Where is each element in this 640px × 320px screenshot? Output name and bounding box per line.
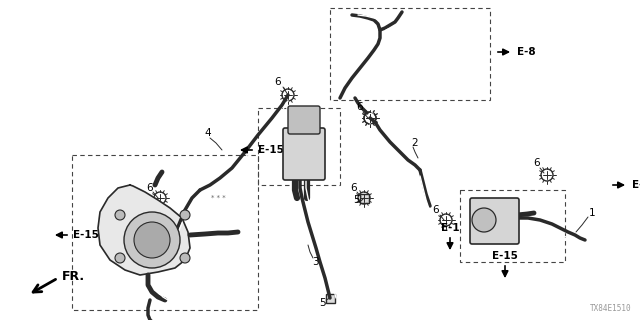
Text: 1: 1 <box>589 208 595 218</box>
Text: 6: 6 <box>534 158 540 168</box>
Bar <box>460 190 565 262</box>
Circle shape <box>124 212 180 268</box>
Circle shape <box>472 208 496 232</box>
Circle shape <box>180 210 190 220</box>
Text: 6: 6 <box>275 77 282 87</box>
Polygon shape <box>98 185 190 275</box>
Circle shape <box>115 210 125 220</box>
Text: 6: 6 <box>433 205 439 215</box>
Bar <box>330 8 490 100</box>
Circle shape <box>115 253 125 263</box>
Text: TX84E1510: TX84E1510 <box>590 304 632 313</box>
Text: 2: 2 <box>412 138 419 148</box>
Bar <box>326 294 335 303</box>
Text: E-15: E-15 <box>492 251 518 261</box>
FancyBboxPatch shape <box>470 198 519 244</box>
Text: E-15: E-15 <box>258 145 284 155</box>
Text: FR.: FR. <box>62 269 85 283</box>
Text: E-8: E-8 <box>517 47 536 57</box>
Bar <box>258 108 340 185</box>
Text: 3: 3 <box>312 257 318 267</box>
FancyBboxPatch shape <box>288 106 320 134</box>
Circle shape <box>180 253 190 263</box>
Text: 5: 5 <box>353 195 359 205</box>
Circle shape <box>134 222 170 258</box>
Bar <box>360 194 369 203</box>
FancyBboxPatch shape <box>283 128 325 180</box>
Text: 4: 4 <box>205 128 211 138</box>
Bar <box>72 155 258 310</box>
Text: E-15: E-15 <box>73 230 99 240</box>
Text: E-1: E-1 <box>441 223 460 233</box>
Text: 6: 6 <box>356 102 364 112</box>
Text: 5: 5 <box>319 298 325 308</box>
Text: * * *: * * * <box>211 195 225 201</box>
Text: 6: 6 <box>147 183 154 193</box>
Text: 6: 6 <box>351 183 357 193</box>
Text: E-1: E-1 <box>632 180 640 190</box>
